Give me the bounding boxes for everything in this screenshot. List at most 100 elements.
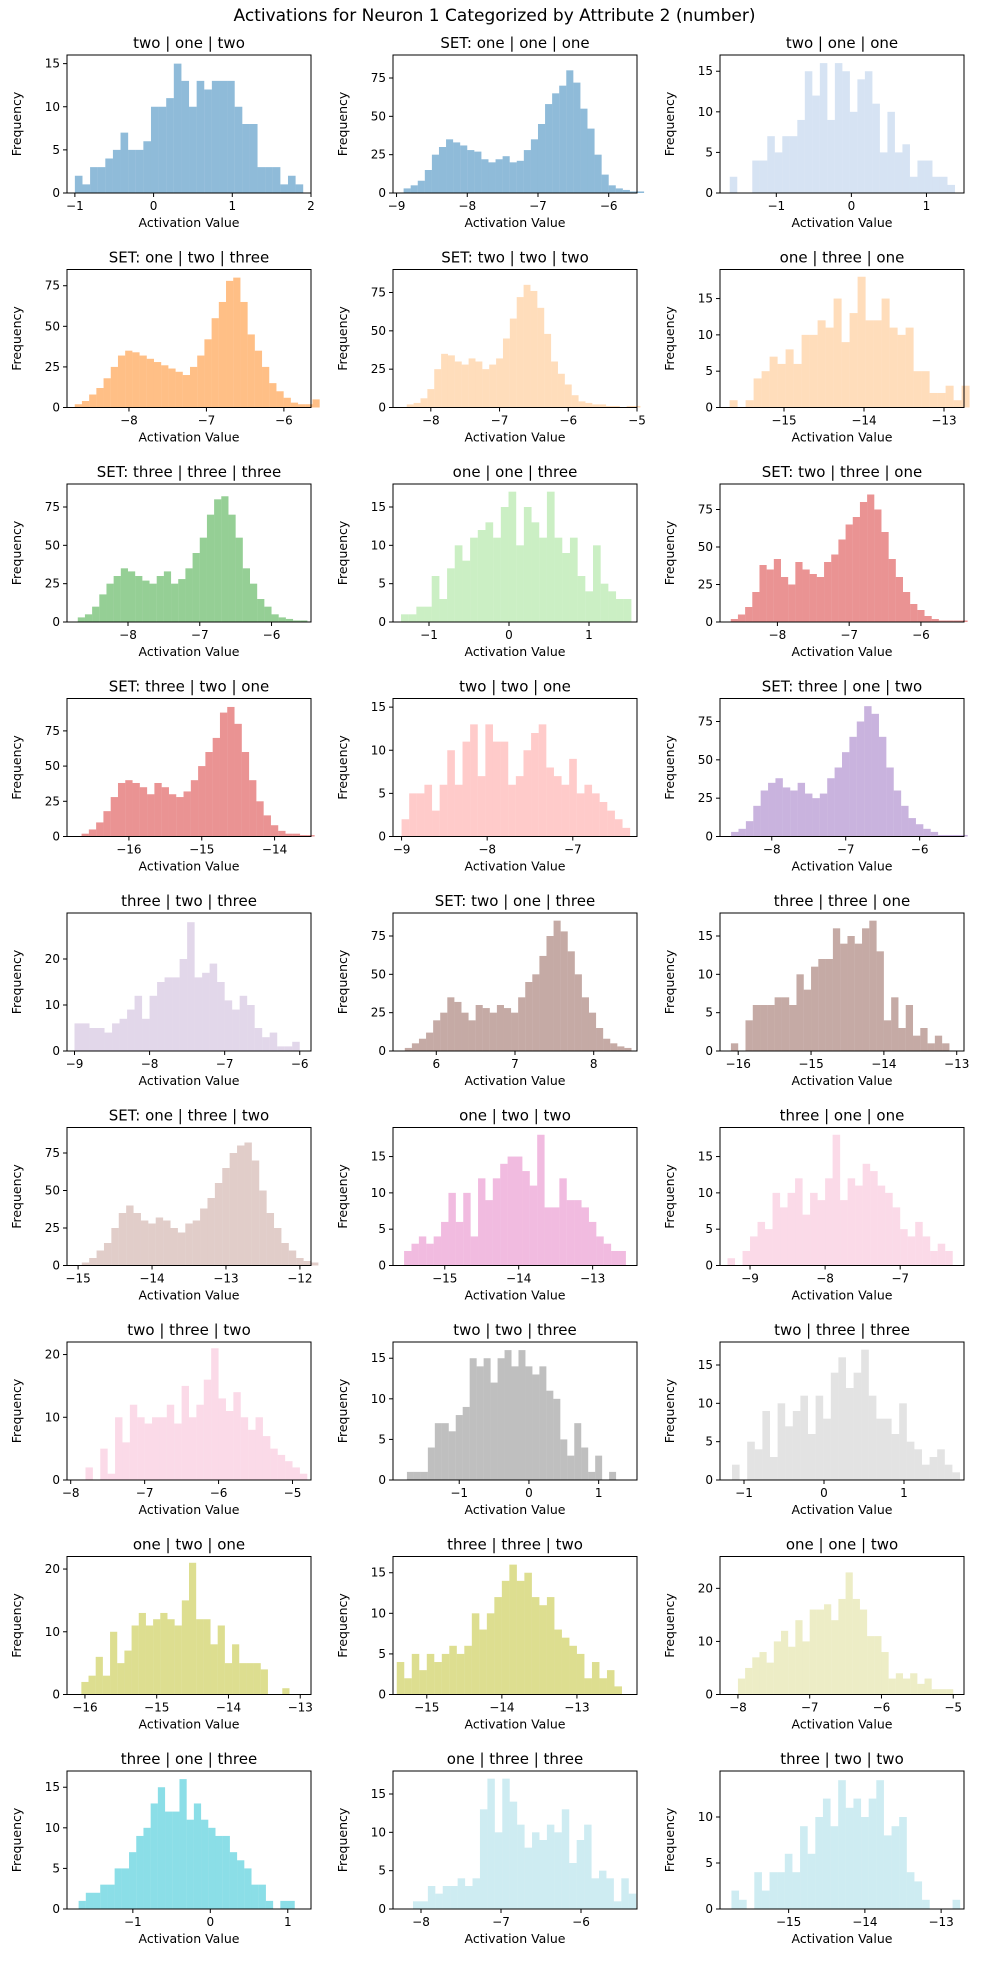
subplot: −1 0 1 2 0 5 10 15 two | one | two Activation Val…: [9, 34, 315, 230]
histogram-bar: [729, 176, 738, 193]
y-tick-label: 0: [378, 1688, 386, 1702]
histogram-bar: [185, 568, 193, 622]
histogram-bar: [241, 752, 250, 837]
histogram-bar: [281, 1243, 289, 1266]
x-axis-label: Activation Value: [465, 1717, 566, 1732]
histogram-bar: [599, 404, 607, 408]
histogram-bar: [752, 592, 760, 622]
y-tick-label: 0: [705, 615, 713, 629]
histogram-bar: [745, 607, 753, 622]
histogram-bar: [125, 350, 133, 408]
axes-frame: [719, 1556, 965, 1695]
histogram-bar: [203, 1619, 211, 1695]
histogram-bar: [455, 1415, 463, 1480]
x-tick-label: −7: [216, 1057, 234, 1071]
histogram-bar: [769, 356, 778, 408]
histogram-bar: [591, 1662, 600, 1695]
histogram-bar: [581, 1207, 589, 1266]
histogram-bar: [812, 798, 820, 837]
histogram-bar: [426, 1032, 434, 1051]
histogram-bar: [732, 1464, 740, 1480]
x-tick-label: −14: [216, 1701, 241, 1715]
histogram-bar: [171, 583, 179, 622]
histogram-bar: [396, 1662, 405, 1695]
histogram-bar: [416, 793, 425, 837]
histogram-bar: [930, 831, 939, 837]
histogram-bar: [237, 1145, 245, 1266]
histogram-bar: [74, 404, 82, 408]
y-axis-label: Frequency: [662, 306, 677, 371]
x-tick-label: −8: [412, 1915, 430, 1929]
histogram-bar: [424, 784, 433, 837]
histogram-bar: [768, 782, 776, 837]
histogram-bar: [211, 318, 219, 408]
histogram-bar: [800, 1395, 808, 1480]
histogram-bar: [442, 1886, 451, 1909]
histogram-bar: [479, 1809, 488, 1909]
histogram-bar: [214, 499, 222, 622]
histogram-bar: [417, 180, 425, 193]
histogram-bar: [441, 1653, 450, 1695]
histogram-bar: [104, 1032, 113, 1051]
x-tick-label: −8: [769, 628, 787, 642]
x-axis-label: Activation Value: [792, 1931, 893, 1946]
x-tick-label: −15: [798, 1057, 823, 1071]
subplot: −8 −7 −6 0 25 50 75 SET: two | three | one Activ…: [662, 463, 968, 659]
histogram-bar: [759, 160, 768, 193]
histogram-bar: [847, 1178, 856, 1266]
histogram-bar: [831, 1620, 839, 1695]
histogram-bar: [574, 1200, 582, 1266]
histogram-bar: [494, 1832, 503, 1909]
histogram-bar: [788, 584, 796, 622]
histogram-bar: [838, 539, 846, 622]
histogram-bar: [253, 1663, 261, 1695]
y-tick-label: 0: [705, 1259, 713, 1273]
histogram-bar: [249, 780, 257, 837]
histogram-bar: [485, 522, 494, 622]
histogram-bar: [411, 1043, 419, 1051]
histogram-bar: [899, 1817, 907, 1909]
subplot-title: two | one | one: [786, 34, 898, 52]
subplot-title: one | one | two: [786, 1536, 898, 1554]
histogram-bar: [730, 619, 738, 622]
histogram-bar: [577, 576, 586, 622]
histogram-bar: [856, 721, 865, 837]
histogram-bar: [85, 1467, 93, 1480]
histogram-bar: [81, 401, 90, 408]
histogram-bar: [96, 1250, 104, 1266]
histogram-bar: [551, 1207, 560, 1266]
histogram-bar: [834, 63, 843, 193]
histogram-bar: [401, 819, 410, 837]
histogram-bar: [218, 1398, 226, 1480]
x-tick-label: −14: [506, 1272, 531, 1286]
histogram-bar: [946, 620, 954, 622]
y-tick-label: 10: [371, 1606, 386, 1620]
subplot-title: two | three | two: [127, 1321, 251, 1339]
histogram-bar: [207, 1198, 215, 1266]
histogram-bar: [168, 368, 176, 408]
y-tick-label: 0: [52, 186, 60, 200]
axes-frame: [719, 54, 965, 194]
histogram-bar: [434, 1662, 442, 1695]
histogram-bar: [840, 943, 848, 1051]
x-tick-label: −1: [420, 628, 438, 642]
x-tick-label: −6: [600, 199, 618, 213]
histogram-bar: [553, 920, 561, 1051]
histogram-bar: [745, 1020, 753, 1051]
histogram-bar: [765, 1229, 773, 1266]
histogram-bar: [457, 1878, 466, 1909]
histogram-bar: [929, 392, 938, 408]
x-axis-label: Activation Value: [139, 215, 240, 230]
subplot: −9 −8 −7 −6 0 25 50 75 SET: one | one | one Activ…: [335, 34, 645, 230]
histogram-bar: [265, 1900, 274, 1909]
histogram-bar: [475, 361, 483, 408]
histogram-bar: [561, 1637, 570, 1695]
histogram-bar: [502, 156, 510, 193]
histogram-bar: [622, 827, 631, 837]
subplot: −9 −8 −7 0 5 10 15 three | one | one Activation …: [662, 1107, 965, 1303]
histogram-bar: [237, 1860, 245, 1909]
histogram-bar: [486, 1613, 495, 1695]
histogram-bar: [544, 1207, 552, 1266]
y-tick-label: 15: [698, 1358, 713, 1372]
histogram-bar: [217, 982, 225, 1051]
